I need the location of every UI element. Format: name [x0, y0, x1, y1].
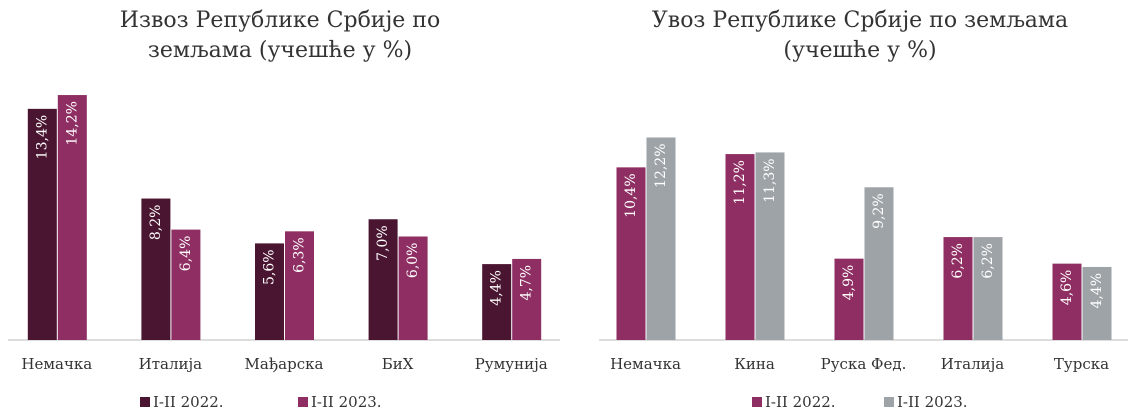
x-tick-label: Румунија: [475, 355, 548, 373]
bar: [285, 231, 314, 340]
value-label: 6,0%: [405, 243, 421, 279]
x-tick-label: Кина: [734, 355, 775, 373]
value-label: 4,6%: [1059, 270, 1075, 306]
x-tick-label: Италија: [941, 355, 1004, 373]
bar: [368, 219, 398, 340]
value-label: 4,7%: [519, 265, 535, 301]
bar: [943, 237, 973, 340]
bar: [864, 187, 894, 340]
x-tick-label: Немачка: [610, 355, 681, 373]
legend-swatch: [752, 397, 762, 407]
x-tick-label: БиХ: [382, 355, 414, 373]
bar: [512, 258, 542, 340]
bar: [755, 152, 785, 340]
value-label: 5,6%: [262, 249, 278, 285]
value-label: 11,3%: [762, 158, 778, 202]
legend-label: I-II 2022.: [153, 393, 224, 411]
value-label: 6,2%: [950, 243, 966, 279]
bar: [171, 229, 201, 340]
bar: [646, 137, 676, 340]
value-label: 6,3%: [292, 237, 308, 273]
value-label: 14,2%: [64, 101, 80, 145]
value-label: 6,2%: [980, 243, 996, 279]
value-label: 13,4%: [34, 115, 50, 159]
x-tick-label: Немачка: [21, 355, 92, 373]
legend-swatch: [298, 397, 308, 407]
x-tick-label: Мађарска: [245, 355, 324, 373]
bar: [255, 243, 284, 340]
legend-label: I-II 2023.: [897, 393, 968, 411]
bar: [57, 95, 87, 340]
value-label: 7,0%: [375, 225, 391, 261]
legend-swatch: [884, 397, 894, 407]
bar: [141, 198, 171, 340]
legend-swatch: [140, 397, 150, 407]
bar: [725, 154, 755, 340]
chart-title: Извоз Републике Србије по земљама (учешћ…: [119, 8, 441, 63]
bar: [482, 264, 512, 340]
x-tick-label: Руска Фед.: [821, 355, 907, 373]
value-label: 12,2%: [653, 143, 669, 187]
bar: [973, 237, 1003, 340]
bar: [398, 236, 428, 340]
value-label: 4,4%: [489, 270, 505, 306]
value-label: 9,2%: [871, 193, 887, 229]
legend-label: I-II 2022.: [765, 393, 836, 411]
bar: [1082, 266, 1112, 340]
value-label: 11,2%: [732, 160, 748, 204]
value-label: 4,4%: [1089, 273, 1105, 309]
x-tick-label: Италија: [139, 355, 202, 373]
bar: [834, 258, 864, 340]
chart-title: Увоз Републике Србије по земљама (учешће…: [651, 8, 1069, 63]
bar: [27, 108, 57, 340]
value-label: 8,2%: [148, 205, 164, 241]
bar: [616, 167, 646, 340]
value-label: 4,9%: [841, 265, 857, 301]
legend-label: I-II 2023.: [311, 393, 382, 411]
value-label: 10,4%: [623, 173, 639, 217]
value-label: 6,4%: [178, 236, 194, 272]
bar: [1052, 263, 1082, 340]
x-tick-label: Турска: [1054, 355, 1109, 373]
